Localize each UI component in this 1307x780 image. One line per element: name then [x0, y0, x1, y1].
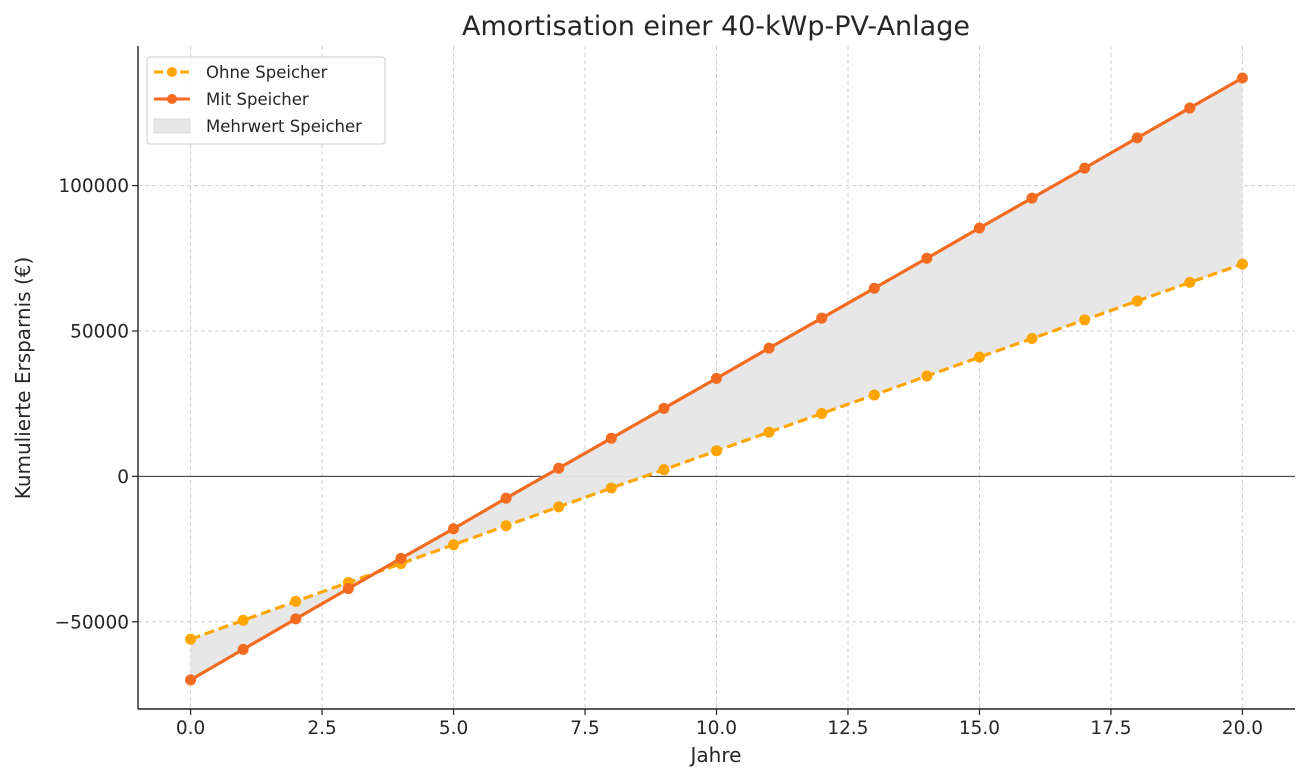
- legend-marker-ohne-speicher: [167, 67, 177, 77]
- series-point-ohne-speicher: [763, 426, 775, 438]
- series-point-ohne-speicher: [973, 351, 985, 363]
- x-tick-label: 17.5: [1090, 718, 1131, 739]
- series-point-ohne-speicher: [1079, 314, 1091, 326]
- series-point-mit-speicher: [605, 432, 617, 444]
- x-tick-label: 15.0: [959, 718, 1000, 739]
- series-point-mit-speicher: [973, 222, 985, 234]
- y-tick-label: 50000: [70, 321, 129, 342]
- y-tick-label: 0: [117, 467, 129, 488]
- x-tick-label: 0.0: [176, 718, 205, 739]
- series-point-ohne-speicher: [237, 614, 249, 626]
- series-point-mit-speicher: [1184, 102, 1196, 114]
- series-point-ohne-speicher: [868, 389, 880, 401]
- series-point-mit-speicher: [342, 583, 354, 595]
- legend-entry-ohne-speicher: Ohne Speicher: [154, 63, 328, 82]
- series-point-mit-speicher: [868, 282, 880, 294]
- y-tick-label: −50000: [55, 612, 129, 633]
- x-tick-label: 5.0: [439, 718, 468, 739]
- legend-label-mit-speicher: Mit Speicher: [206, 90, 309, 109]
- x-tick-label: 20.0: [1222, 718, 1263, 739]
- series-point-ohne-speicher: [658, 464, 670, 476]
- series-point-ohne-speicher: [185, 633, 197, 645]
- x-tick-label: 12.5: [827, 718, 868, 739]
- legend-label-ohne-speicher: Ohne Speicher: [206, 63, 328, 82]
- legend-swatch-mehrwert-speicher: [153, 118, 191, 134]
- series-point-ohne-speicher: [1026, 333, 1038, 345]
- series-point-ohne-speicher: [1184, 276, 1196, 288]
- series-point-mit-speicher: [448, 523, 460, 535]
- series-point-ohne-speicher: [605, 482, 617, 494]
- x-tick-label: 7.5: [570, 718, 599, 739]
- series-point-mit-speicher: [237, 643, 249, 655]
- legend-entry-mehrwert-speicher: Mehrwert Speicher: [153, 117, 362, 136]
- series-point-mit-speicher: [816, 312, 828, 324]
- legend-frame: [146, 56, 386, 145]
- y-tick-label: 100000: [58, 176, 129, 197]
- series-point-mit-speicher: [290, 613, 302, 625]
- x-tick-label: 2.5: [307, 718, 336, 739]
- series-point-mit-speicher: [500, 492, 512, 504]
- legend-label-mehrwert-speicher: Mehrwert Speicher: [206, 117, 362, 136]
- y-axis-label: Kumulierte Ersparnis (€): [11, 257, 35, 500]
- series-point-ohne-speicher: [1131, 295, 1143, 307]
- ticks-layer: 0.0 2.5 5.0 7.5 10.0 12.5 15.0 17.5 20.0 −50000 0 5…: [55, 176, 1263, 739]
- series-point-ohne-speicher: [921, 370, 933, 382]
- series-point-ohne-speicher: [816, 408, 828, 420]
- series-point-mit-speicher: [711, 372, 722, 384]
- legend-marker-mit-speicher: [167, 94, 177, 104]
- series-point-mit-speicher: [395, 552, 407, 564]
- series-point-ohne-speicher: [290, 595, 302, 607]
- series-point-mit-speicher: [185, 674, 197, 686]
- series-point-mit-speicher: [1026, 192, 1038, 204]
- series-point-mit-speicher: [921, 252, 933, 264]
- series-point-ohne-speicher: [448, 539, 460, 551]
- x-axis-label: Jahre: [689, 743, 742, 767]
- chart-title: Amortisation einer 40-kWp-PV-Anlage: [462, 11, 970, 42]
- series-layer: [185, 72, 1248, 686]
- series-point-ohne-speicher: [711, 445, 722, 457]
- series-point-mit-speicher: [1236, 72, 1248, 84]
- x-tick-label: 10.0: [696, 718, 737, 739]
- legend-entry-mit-speicher: Mit Speicher: [154, 90, 309, 109]
- series-point-ohne-speicher: [553, 501, 565, 513]
- legend: Ohne Speicher Mit Speicher Mehrwert Spei…: [146, 56, 386, 145]
- series-point-ohne-speicher: [500, 520, 512, 532]
- series-point-mit-speicher: [1131, 132, 1143, 144]
- series-point-mit-speicher: [1079, 162, 1091, 174]
- series-point-mit-speicher: [553, 462, 565, 474]
- series-point-ohne-speicher: [1236, 258, 1248, 270]
- series-point-mit-speicher: [763, 342, 775, 354]
- series-point-mit-speicher: [658, 402, 670, 414]
